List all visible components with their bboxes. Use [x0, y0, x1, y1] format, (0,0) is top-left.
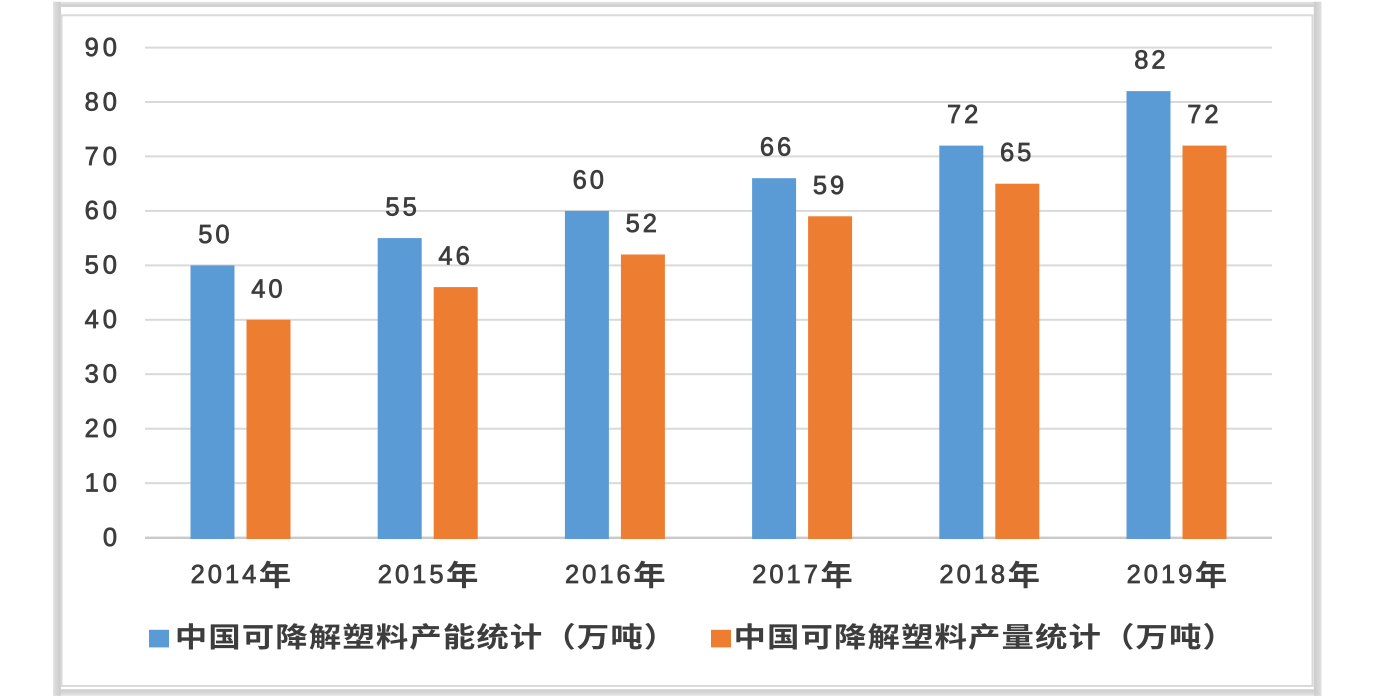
svg-text:82: 82	[1134, 47, 1168, 75]
svg-text:60: 60	[573, 166, 607, 194]
svg-text:10: 10	[85, 470, 121, 498]
svg-text:2016: 2016	[565, 561, 634, 589]
svg-text:46: 46	[438, 243, 472, 271]
svg-text:2017: 2017	[752, 561, 821, 589]
svg-text:40: 40	[85, 306, 121, 334]
svg-text:59: 59	[813, 172, 847, 200]
svg-text:2018: 2018	[939, 561, 1008, 589]
svg-text:80: 80	[85, 88, 121, 116]
svg-text:55: 55	[385, 194, 419, 222]
svg-text:30: 30	[85, 361, 121, 389]
svg-text:50: 50	[198, 221, 232, 249]
svg-text:2015: 2015	[378, 561, 447, 589]
svg-text:70: 70	[85, 143, 121, 171]
svg-text:0: 0	[103, 524, 121, 552]
svg-text:72: 72	[1187, 101, 1221, 129]
svg-text:20: 20	[85, 415, 121, 443]
svg-text:2014: 2014	[191, 561, 260, 589]
svg-text:65: 65	[1000, 139, 1034, 167]
svg-text:2019: 2019	[1127, 561, 1196, 589]
svg-text:50: 50	[85, 252, 121, 280]
svg-text:66: 66	[760, 134, 794, 162]
svg-text:40: 40	[251, 275, 285, 303]
svg-text:52: 52	[626, 210, 660, 238]
svg-text:72: 72	[947, 101, 981, 129]
svg-text:60: 60	[85, 197, 121, 225]
svg-text:90: 90	[85, 34, 121, 62]
